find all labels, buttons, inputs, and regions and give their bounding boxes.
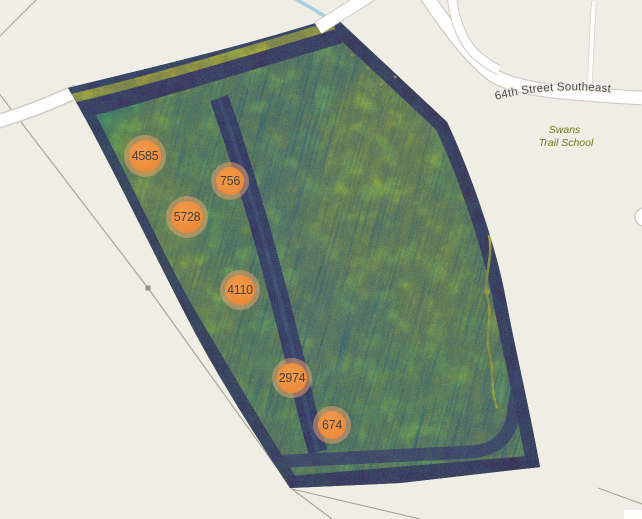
- cluster-marker[interactable]: 4585: [124, 135, 166, 177]
- cluster-marker-count: 674: [318, 411, 346, 439]
- road-minor-north: [587, 1, 597, 85]
- boundary-vertex-dot: [145, 285, 151, 291]
- circular-driveway-feature: [634, 207, 642, 227]
- school-label: Swans Trail School: [539, 124, 594, 149]
- road-left: [0, 84, 81, 129]
- cluster-marker-count: 4110: [225, 275, 255, 305]
- cluster-marker[interactable]: 4110: [220, 270, 260, 310]
- road-64th-street: [314, 0, 642, 106]
- cluster-marker[interactable]: 5728: [166, 196, 208, 238]
- cluster-marker[interactable]: 756: [211, 162, 249, 200]
- cluster-marker-count: 5728: [171, 201, 203, 233]
- cluster-marker[interactable]: 2974: [272, 358, 312, 398]
- attribution-box: [624, 510, 642, 519]
- cluster-marker-count: 4585: [129, 140, 161, 172]
- cluster-marker-count: 756: [216, 167, 244, 195]
- road-driveway-loop: [447, 0, 502, 75]
- cluster-marker-count: 2974: [277, 363, 307, 393]
- cluster-marker[interactable]: 674: [313, 406, 351, 444]
